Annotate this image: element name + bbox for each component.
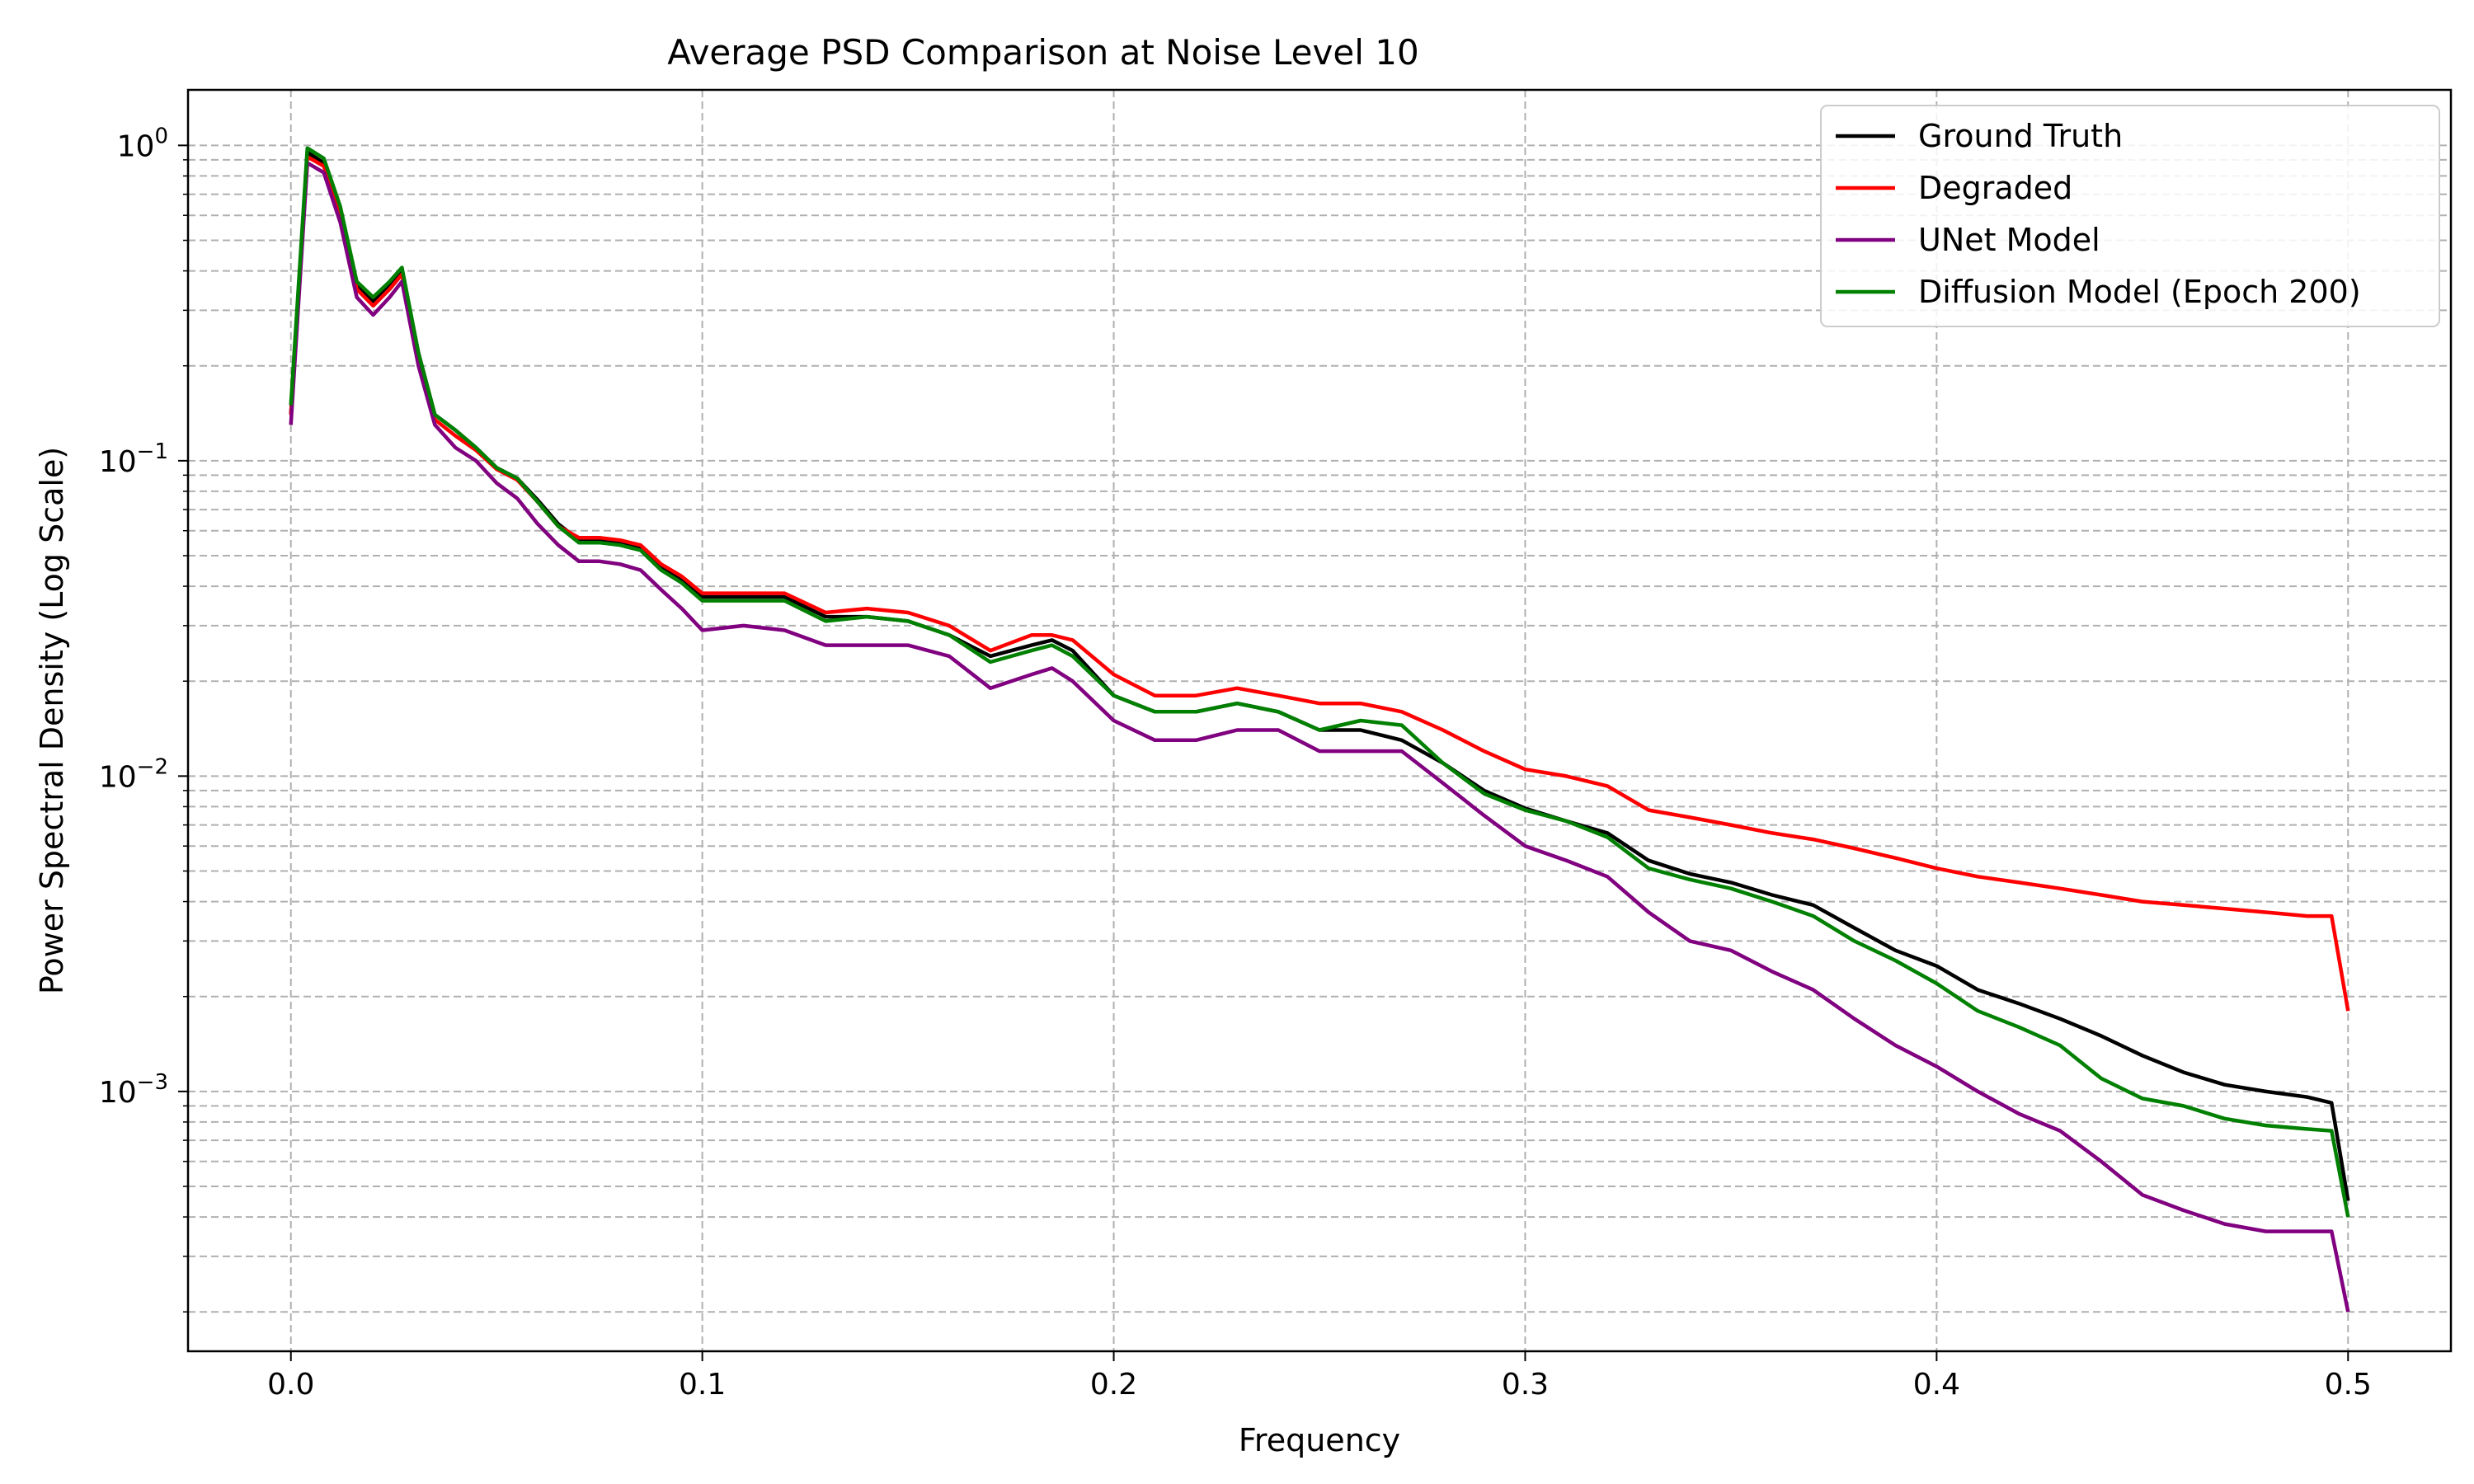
legend-label: Ground Truth: [1918, 118, 2123, 154]
y-tick-base: 10: [117, 129, 155, 163]
y-tick-label: 10−3: [99, 1070, 168, 1110]
y-tick-base: 10: [99, 445, 137, 479]
x-tick-label: 0.4: [1913, 1368, 1960, 1402]
legend-label: Diffusion Model (Epoch 200): [1918, 274, 2361, 310]
legend-box: [1820, 105, 2440, 327]
chart-title: Average PSD Comparison at Noise Level 10: [667, 32, 1418, 73]
x-tick-label: 0.0: [267, 1368, 314, 1402]
series-line-degraded: [289, 154, 2350, 1012]
plot-area-frame: [186, 88, 2453, 1353]
y-tick-exponent: −2: [137, 754, 168, 779]
y-tick-label: 10−1: [99, 439, 168, 479]
y-tick-label: 100: [117, 124, 168, 163]
x-tick-label: 0.2: [1090, 1368, 1137, 1402]
x-tick-label: 0.5: [2325, 1368, 2372, 1402]
series-lines: [289, 146, 2350, 1313]
y-tick-label: 10−2: [99, 754, 168, 794]
series-line-unet-model: [289, 161, 2350, 1313]
legend: Ground Truth Degraded UNet Model Diffusion …: [1820, 105, 2440, 327]
series-line-diffusion-model-epoch-200: [289, 146, 2350, 1218]
legend-label: Degraded: [1918, 170, 2072, 206]
legend-label: UNet Model: [1918, 222, 2100, 258]
y-tick-exponent: −1: [137, 439, 168, 464]
x-tick-label: 0.1: [679, 1368, 726, 1402]
y-axis-label: Power Spectral Density (Log Scale): [34, 447, 70, 994]
y-tick-exponent: 0: [154, 124, 168, 148]
y-tick-base: 10: [99, 760, 137, 794]
x-tick-label: 0.3: [1502, 1368, 1549, 1402]
y-tick-exponent: −3: [137, 1070, 168, 1095]
y-tick-base: 10: [99, 1076, 137, 1110]
x-axis-label: Frequency: [1239, 1422, 1400, 1458]
